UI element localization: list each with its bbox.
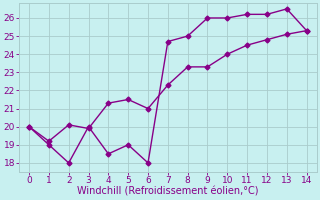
X-axis label: Windchill (Refroidissement éolien,°C): Windchill (Refroidissement éolien,°C) [77,187,259,197]
